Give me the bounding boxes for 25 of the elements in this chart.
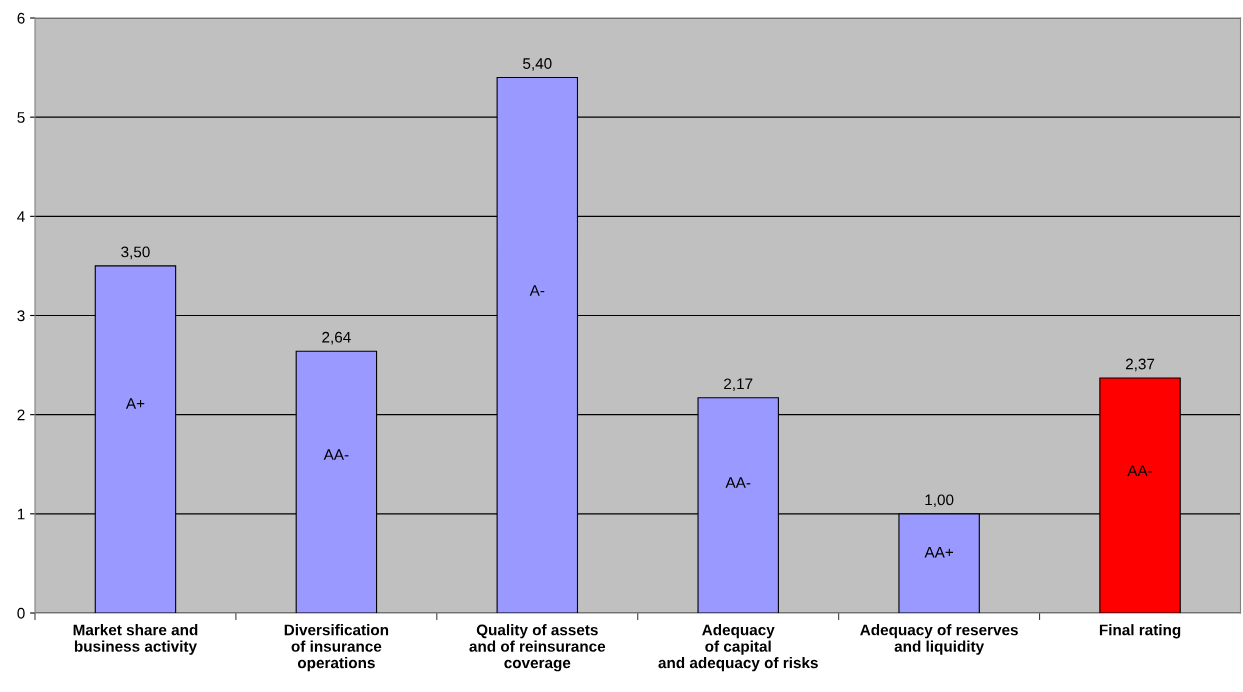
annotation: A+ [125, 398, 145, 409]
y-tick-label: 6 [17, 12, 25, 24]
data-label: 2,17 [724, 378, 753, 392]
y-tick-label: 5 [17, 112, 25, 123]
data-label: 1,00 [925, 494, 954, 508]
data-label: 3,50 [121, 246, 150, 260]
x-tick-label: Market share and business activity [73, 624, 198, 655]
x-tick-label: Adequacy of capital and adequacy of risks [658, 624, 818, 672]
y-tick-label: 3 [17, 310, 25, 322]
x-tick-label: Quality of assets and of reinsurance coverage [469, 624, 606, 672]
y-tick-label: 2 [17, 409, 25, 421]
x-tick-label: Final rating [1099, 624, 1181, 639]
y-tick-label: 0 [17, 607, 25, 619]
annotation: A- [529, 285, 545, 296]
data-label: 5,40 [523, 58, 552, 71]
annotation: AA- [725, 477, 751, 488]
data-label: 2,64 [322, 331, 351, 345]
annotation: AA- [323, 449, 349, 460]
x-tick-label: Diversification of insurance operations [284, 624, 389, 672]
data-label: 2,37 [1125, 358, 1155, 372]
y-tick-label: 1 [17, 508, 25, 520]
y-tick-label: 4 [17, 211, 25, 222]
annotation: AA- [1127, 465, 1153, 476]
annotation: AA+ [924, 546, 954, 558]
x-tick-label: Adequacy of reserves and liquidity [860, 624, 1018, 655]
